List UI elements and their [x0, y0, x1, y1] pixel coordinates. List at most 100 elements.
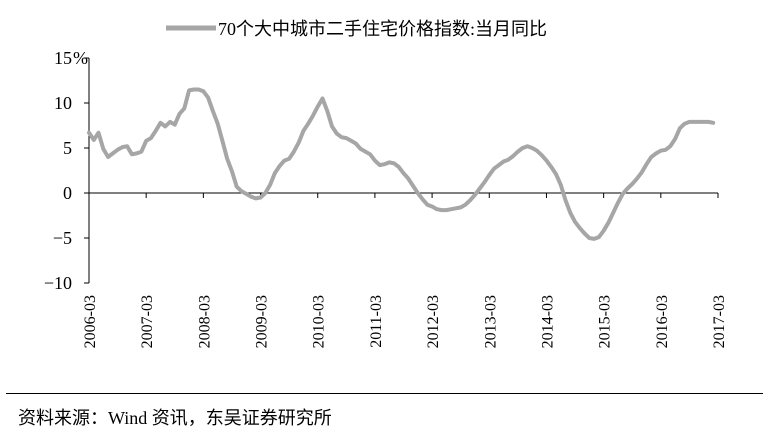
data-point	[206, 96, 210, 100]
data-point	[282, 159, 286, 163]
data-point	[187, 88, 191, 92]
legend-label: 70个大中城市二手住宅价格指数:当月同比	[218, 19, 547, 39]
y-tick-label: 0	[63, 183, 72, 203]
data-point	[440, 208, 444, 212]
y-axis-ticks: −10 −5 0 5 10 15%	[44, 48, 89, 293]
data-point	[268, 183, 272, 187]
data-point	[421, 197, 425, 201]
data-point	[625, 186, 630, 191]
data-point	[249, 195, 253, 199]
data-point	[506, 158, 510, 162]
data-point	[487, 173, 491, 177]
source-note: 资料来源：Wind 资讯，东吴证券研究所	[18, 408, 332, 428]
data-point	[478, 186, 482, 191]
data-point	[368, 152, 372, 156]
data-point	[373, 159, 377, 163]
data-point	[397, 165, 401, 169]
data-point	[335, 132, 339, 136]
data-point	[182, 106, 186, 110]
data-point	[96, 131, 101, 135]
data-point	[116, 148, 120, 152]
x-tick-label: 2011-03	[368, 295, 385, 348]
data-point	[525, 144, 530, 148]
data-point	[125, 144, 129, 148]
data-point	[673, 137, 677, 141]
data-point	[497, 163, 501, 167]
data-point	[301, 129, 305, 133]
data-point	[711, 121, 715, 125]
data-point	[459, 205, 463, 209]
data-point	[311, 114, 315, 118]
data-point	[444, 208, 448, 212]
data-point	[692, 120, 696, 124]
data-point	[378, 163, 382, 167]
data-point	[120, 145, 124, 149]
data-point	[630, 182, 634, 186]
data-point	[616, 201, 620, 205]
data-point	[411, 184, 415, 188]
data-point	[449, 207, 453, 211]
data-point	[273, 171, 277, 175]
data-point	[87, 131, 91, 135]
x-tick-label: 2009-03	[254, 295, 271, 348]
data-point	[382, 162, 386, 166]
data-point	[220, 139, 224, 143]
data-point	[163, 124, 167, 128]
data-point	[621, 192, 625, 196]
y-tick-label: −10	[44, 273, 72, 293]
data-point	[668, 144, 672, 148]
data-point	[354, 141, 358, 146]
data-point	[611, 211, 615, 215]
data-point	[583, 231, 587, 236]
data-point	[287, 157, 291, 161]
data-point	[216, 122, 220, 126]
data-point	[158, 121, 163, 125]
data-point	[235, 185, 239, 189]
data-point	[454, 206, 458, 210]
chart-axes	[88, 58, 718, 283]
data-point	[211, 109, 215, 113]
data-point	[511, 154, 515, 158]
x-tick-label: 2014-03	[539, 295, 556, 348]
chart-series	[87, 87, 716, 241]
footer-divider	[6, 393, 763, 394]
data-point	[101, 147, 105, 151]
data-point	[168, 120, 172, 124]
data-point	[473, 193, 477, 197]
data-point	[559, 183, 563, 187]
data-point	[683, 122, 687, 126]
x-tick-label: 2010-03	[311, 295, 328, 348]
x-tick-label: 2007-03	[139, 295, 156, 348]
data-point	[359, 147, 363, 151]
data-point	[644, 162, 649, 166]
data-point	[292, 150, 296, 154]
data-point	[263, 191, 267, 195]
data-point	[297, 141, 301, 145]
data-point	[406, 177, 410, 181]
x-tick-label: 2012-03	[425, 295, 442, 348]
data-point	[192, 87, 196, 92]
data-point	[664, 148, 668, 152]
data-point	[416, 191, 420, 195]
data-point	[535, 149, 539, 153]
data-point	[225, 157, 229, 161]
data-point	[706, 120, 711, 124]
data-point	[540, 153, 544, 157]
data-point	[554, 172, 558, 176]
x-tick-label: 2015-03	[597, 295, 614, 348]
data-point	[401, 171, 406, 175]
data-point	[521, 146, 525, 150]
data-point	[640, 170, 644, 174]
data-point	[482, 180, 487, 184]
data-point	[201, 89, 205, 93]
data-point	[435, 207, 439, 211]
x-tick-label: 2017-03	[711, 295, 728, 348]
data-point	[563, 198, 568, 202]
data-point	[592, 237, 596, 241]
data-point	[659, 149, 663, 153]
data-point	[502, 159, 506, 164]
data-point	[430, 204, 434, 209]
data-point	[154, 129, 158, 133]
x-tick-label: 2008-03	[196, 295, 213, 348]
data-point	[573, 220, 577, 224]
